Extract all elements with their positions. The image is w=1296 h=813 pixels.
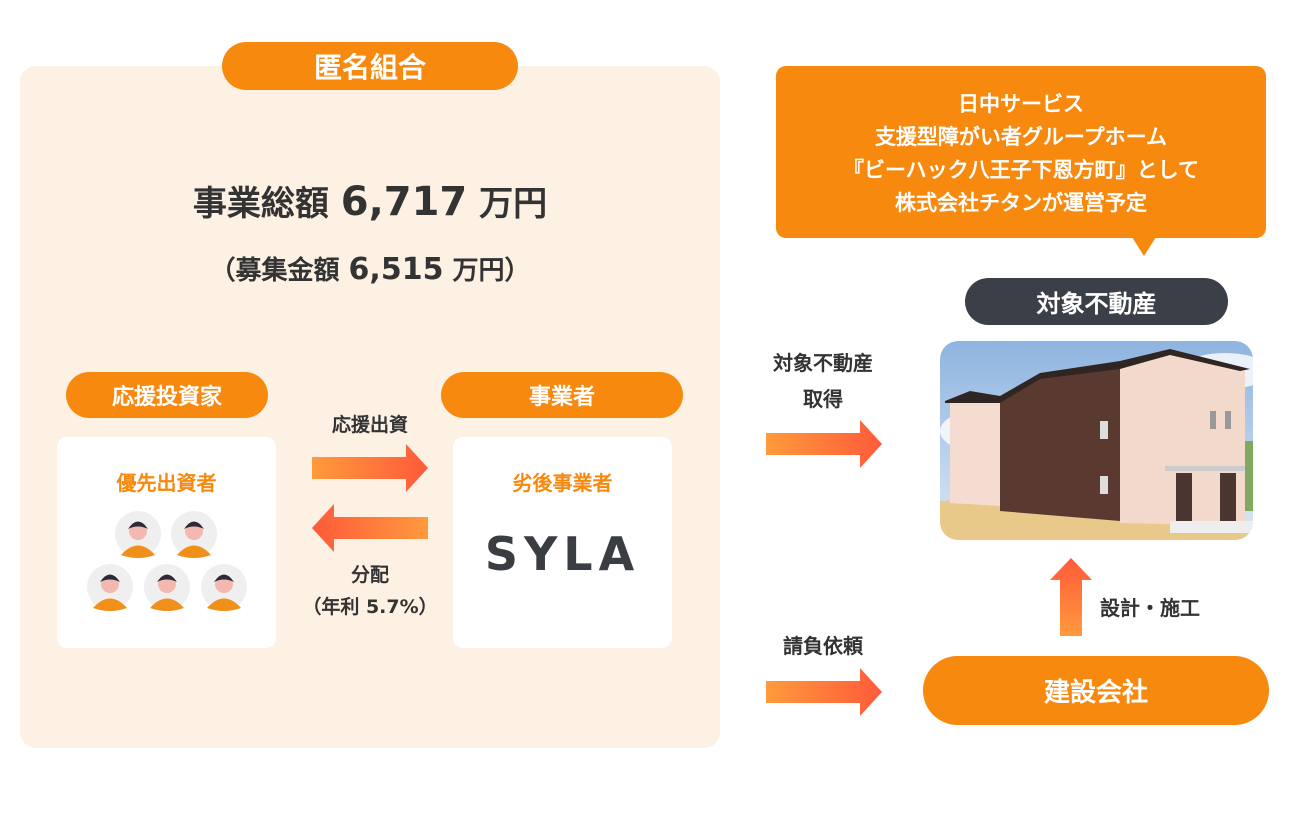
arrow-right-icon [766, 668, 882, 716]
total-unit: 万円 [479, 184, 548, 224]
scheme-title: 匿名組合 [222, 42, 518, 90]
builder-pill: 建設会社 [923, 656, 1269, 725]
operator-box: 劣後事業者 SYLA [453, 437, 672, 648]
callout-line: 日中サービス [958, 92, 1084, 116]
avatar [201, 564, 247, 611]
investor-box: 優先出資者 [57, 437, 276, 648]
callout-line: 株式会社チタンが運営予定 [895, 191, 1147, 215]
arrow-left-icon [312, 504, 428, 552]
property-header: 対象不動産 [965, 278, 1228, 325]
total-amount: 事業総額 6,717 万円 [20, 176, 720, 225]
raise-unit: 万円） [452, 256, 531, 286]
flow-arrows [312, 444, 428, 552]
build-label: 設計・施工 [1100, 596, 1200, 620]
acquire-line: 取得 [803, 387, 843, 411]
acquire-line: 対象不動産 [773, 351, 873, 375]
arrow-right-icon [312, 444, 428, 492]
avatar [115, 511, 161, 558]
distribute-label: 分配 [350, 564, 389, 586]
callout-line: 支援型障がい者グループホーム [874, 125, 1168, 149]
distribute-rate: （年利 5.7%） [302, 596, 438, 618]
callout-text: 日中サービス 支援型障がい者グループホーム 『ビーハック八王子下恩方町』として … [776, 88, 1266, 220]
avatar [87, 564, 133, 611]
arrow-right-icon [766, 420, 882, 468]
invest-label: 応援出資 [331, 414, 408, 436]
raise-value: 6,515 [348, 252, 444, 287]
avatar [144, 564, 190, 611]
operation-callout: 日中サービス 支援型障がい者グループホーム 『ビーハック八王子下恩方町』として … [776, 66, 1266, 238]
people-avatars-icon [87, 511, 247, 611]
avatar [171, 511, 217, 558]
syla-logo: SYLA [484, 527, 641, 581]
operator-box-label: 劣後事業者 [512, 471, 613, 495]
callout-pointer [1132, 237, 1156, 256]
property-building-image [940, 341, 1253, 540]
callout-line: 『ビーハック八王子下恩方町』として [843, 158, 1199, 182]
operator-header: 事業者 [441, 372, 683, 418]
investor-header: 応援投資家 [66, 372, 268, 418]
contract-label: 請負依頼 [783, 634, 863, 658]
raise-amount: （募集金額 6,515 万円） [20, 250, 720, 287]
investor-box-label: 優先出資者 [116, 471, 217, 495]
raise-label: （募集金額 [209, 256, 340, 286]
total-label: 事業総額 [192, 184, 329, 224]
arrow-up-icon [1050, 558, 1092, 636]
acquire-label: 対象不動産 取得 [740, 345, 906, 417]
total-value: 6,717 [340, 179, 468, 225]
